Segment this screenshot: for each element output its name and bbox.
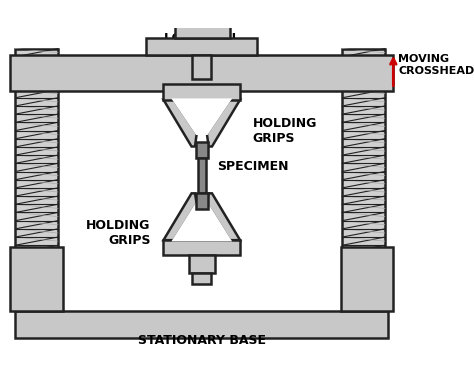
Bar — [174, 20, 230, 38]
Text: MOVING
CROSSHEAD: MOVING CROSSHEAD — [399, 54, 474, 75]
Bar — [15, 311, 388, 338]
Text: HOLDING
GRIPS: HOLDING GRIPS — [86, 219, 151, 247]
Bar — [192, 55, 211, 79]
Bar — [15, 49, 58, 311]
Polygon shape — [207, 100, 240, 147]
Bar — [164, 85, 240, 100]
Polygon shape — [173, 100, 230, 134]
Text: STATIONARY BASE: STATIONARY BASE — [138, 334, 266, 348]
Bar — [189, 255, 215, 273]
Polygon shape — [164, 193, 197, 240]
Text: LOAD CELL: LOAD CELL — [164, 33, 239, 45]
Bar — [192, 273, 211, 284]
Bar — [164, 240, 240, 255]
Bar — [196, 193, 208, 209]
Polygon shape — [164, 100, 197, 147]
Text: SPECIMEN: SPECIMEN — [217, 160, 289, 174]
Bar — [157, 4, 247, 20]
Text: HOLDING
GRIPS: HOLDING GRIPS — [253, 117, 317, 145]
Polygon shape — [173, 204, 230, 240]
Bar — [340, 247, 393, 311]
Bar — [198, 158, 206, 193]
Bar — [10, 247, 63, 311]
Bar — [146, 38, 257, 55]
Bar — [196, 142, 208, 158]
Bar — [342, 49, 385, 311]
Polygon shape — [207, 193, 240, 240]
Bar — [10, 55, 393, 91]
